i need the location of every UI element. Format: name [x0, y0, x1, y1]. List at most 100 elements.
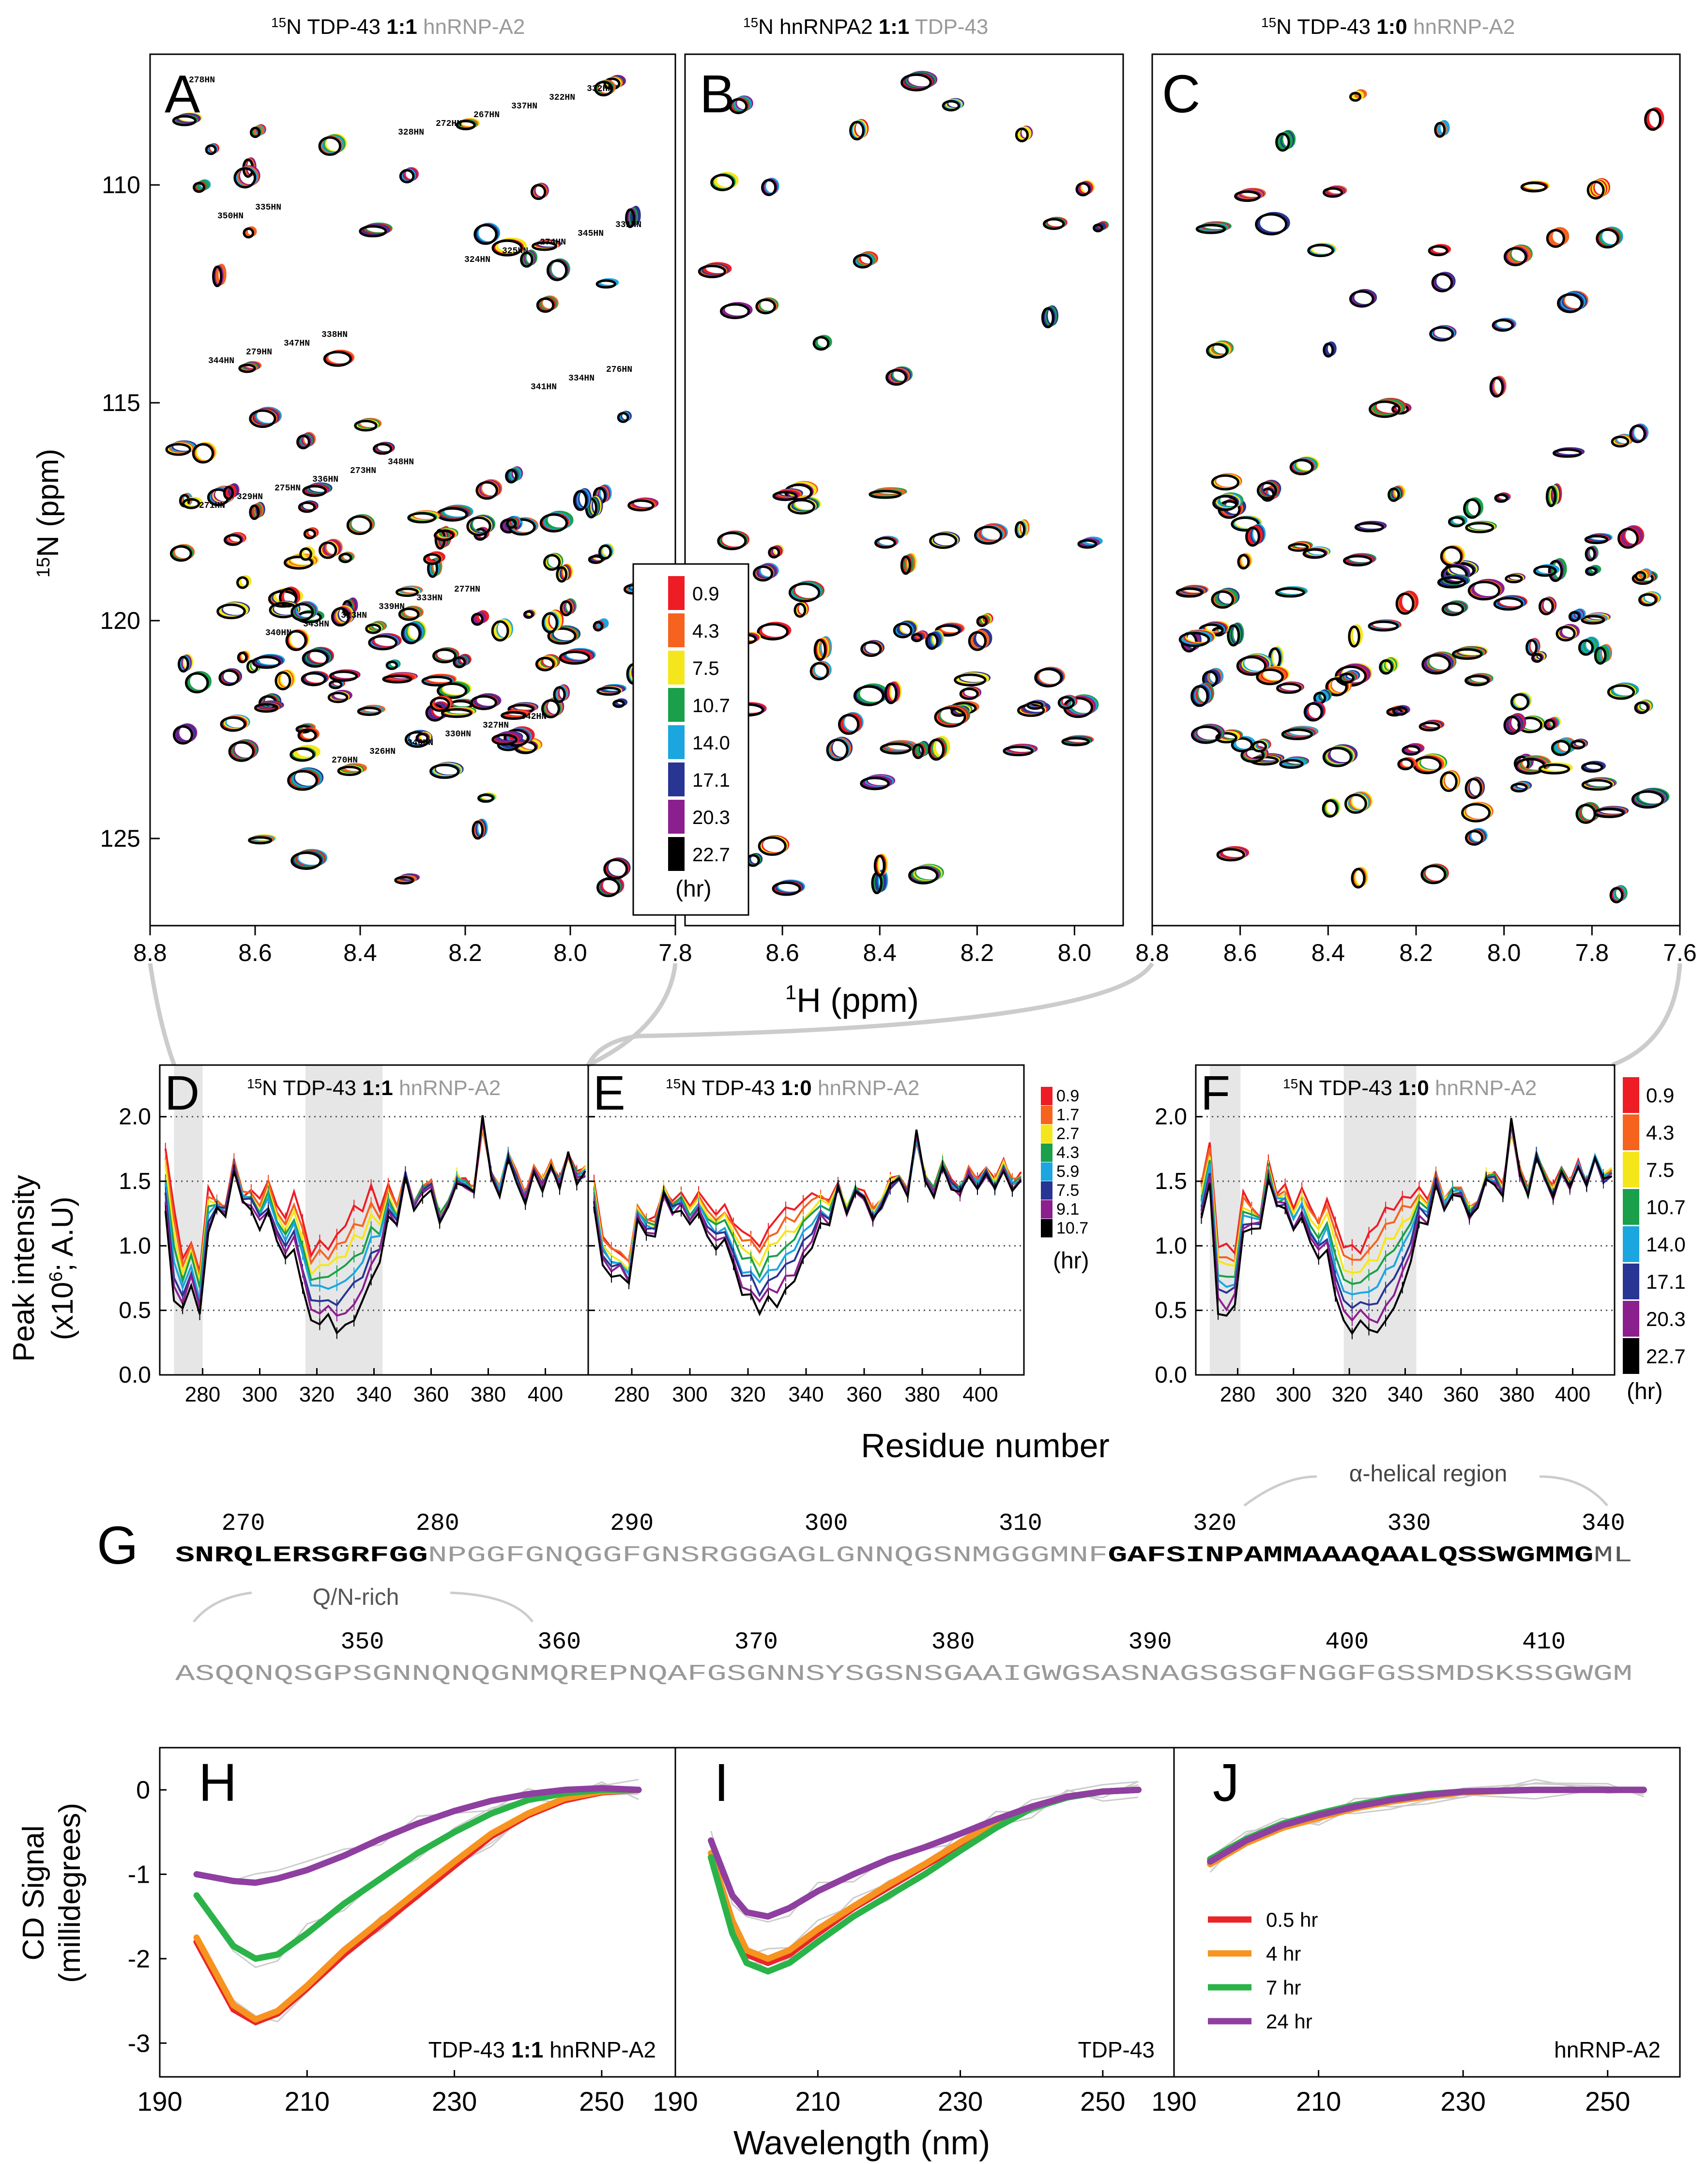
peak-contour [1275, 132, 1290, 152]
peak-contour [1441, 602, 1464, 616]
legend-swatch [668, 651, 685, 685]
peak-contour [475, 481, 498, 500]
xtick-B: 8.0 [1058, 939, 1092, 966]
peak-contour [415, 732, 429, 744]
peak [596, 684, 627, 696]
assignment-label: 347HN [284, 339, 310, 349]
peaks-A [165, 75, 659, 898]
xtick-B: 8.2 [961, 939, 994, 966]
intensity-ytick: 1.0 [119, 1233, 151, 1259]
cd-legend-label: 24 hr [1266, 2010, 1312, 2033]
peak-contour [1075, 182, 1091, 197]
peak [1440, 545, 1465, 567]
assignment-label: 342HN [520, 712, 547, 722]
assignment-label: 277HN [454, 585, 480, 594]
intensity-ytick: 0.5 [1155, 1298, 1187, 1324]
peak [1493, 595, 1527, 611]
peak [346, 514, 375, 535]
peak [1227, 622, 1244, 647]
peak [928, 736, 950, 761]
peak-contour [382, 674, 412, 684]
peak [1234, 187, 1266, 202]
peak [1057, 695, 1078, 710]
peak [1216, 846, 1250, 862]
intensity-ytick: 0.0 [119, 1362, 151, 1388]
peak-contour [216, 603, 246, 620]
peak-contour [172, 115, 197, 126]
peak-contour [912, 743, 924, 759]
peak-contour [1255, 213, 1288, 236]
svg-text:(hr): (hr) [1627, 1379, 1663, 1404]
peak-contour [1307, 244, 1334, 258]
peak-contour [283, 556, 313, 570]
peak [303, 527, 319, 540]
ytick-120: 120 [100, 607, 140, 634]
assignment-label: 273HN [350, 466, 376, 476]
svg-text:15N TDP-43 1:1 hnRNP-A2: 15N TDP-43 1:1 hnRNP-A2 [271, 15, 525, 39]
peak-contour [423, 553, 442, 565]
peak [1307, 243, 1337, 258]
legend-swatch [1041, 1219, 1052, 1237]
peak-contour [248, 836, 273, 845]
peak-contour [1585, 566, 1597, 576]
peak-contour [1638, 593, 1657, 607]
peak-contour [617, 411, 629, 423]
assignment-label: 348HN [388, 457, 414, 467]
peak [470, 693, 502, 710]
legend-value: 10.7 [692, 695, 730, 716]
peak-contour [849, 121, 865, 141]
peak-contour [228, 741, 255, 762]
peak [1578, 637, 1600, 656]
peak-contour [1593, 808, 1625, 818]
peak-contour [1379, 659, 1393, 675]
peak-contour [908, 866, 939, 884]
peak [1463, 497, 1484, 519]
intensity-panel-D: 280 300 320 340 360 380 400 0.0 0.5 1.0 1.5 2.0 15N … [119, 1064, 589, 1406]
peak-contour [719, 303, 750, 320]
peak-contour [772, 881, 801, 896]
legend-swatch [1623, 1226, 1639, 1262]
peak [1418, 719, 1445, 731]
peak [243, 226, 257, 239]
peak-contour [470, 695, 497, 710]
assignment-label: 330HN [445, 730, 471, 739]
intensity-xtick: 380 [904, 1383, 940, 1406]
peak-contour [752, 565, 774, 582]
peak [885, 366, 913, 386]
peak-contour [359, 225, 387, 238]
peak [1041, 305, 1059, 329]
peak-contour [491, 620, 509, 642]
peak [228, 739, 259, 762]
legend-value: 14.0 [692, 732, 730, 754]
peak [1349, 89, 1367, 102]
spectrum-frame-B [684, 53, 1124, 927]
peak [1634, 700, 1653, 715]
peak-contour [541, 612, 558, 634]
peak-contour [1465, 522, 1494, 533]
peak-contour [1611, 436, 1630, 448]
intensity-xtick: 280 [185, 1383, 220, 1406]
peak [501, 709, 531, 720]
legend-swatch [1623, 1301, 1639, 1337]
peak-contour [1343, 555, 1372, 567]
peak-contour [1631, 790, 1664, 809]
peak [772, 488, 803, 501]
peak-contour [1467, 580, 1501, 601]
peak-contour [249, 504, 260, 520]
peak [1075, 180, 1095, 197]
peak [382, 672, 418, 684]
peak [1510, 780, 1532, 792]
peak-contour [1344, 793, 1367, 814]
peak-contour [1609, 887, 1624, 903]
peak [249, 124, 266, 138]
peak [546, 258, 570, 281]
peak [929, 531, 960, 549]
peak-contour [318, 136, 342, 156]
peak-contour [523, 610, 534, 619]
sequence-number: 370 [734, 1629, 778, 1656]
assignment-labels: 278HN 335HN 338HN 348HN 277HN 342HN 332HN 350HN… [189, 76, 641, 765]
peak-contour [698, 264, 726, 278]
cd-series-7-hr [708, 1786, 1142, 1975]
peak-contour [929, 533, 958, 549]
peak-contour [338, 553, 352, 564]
